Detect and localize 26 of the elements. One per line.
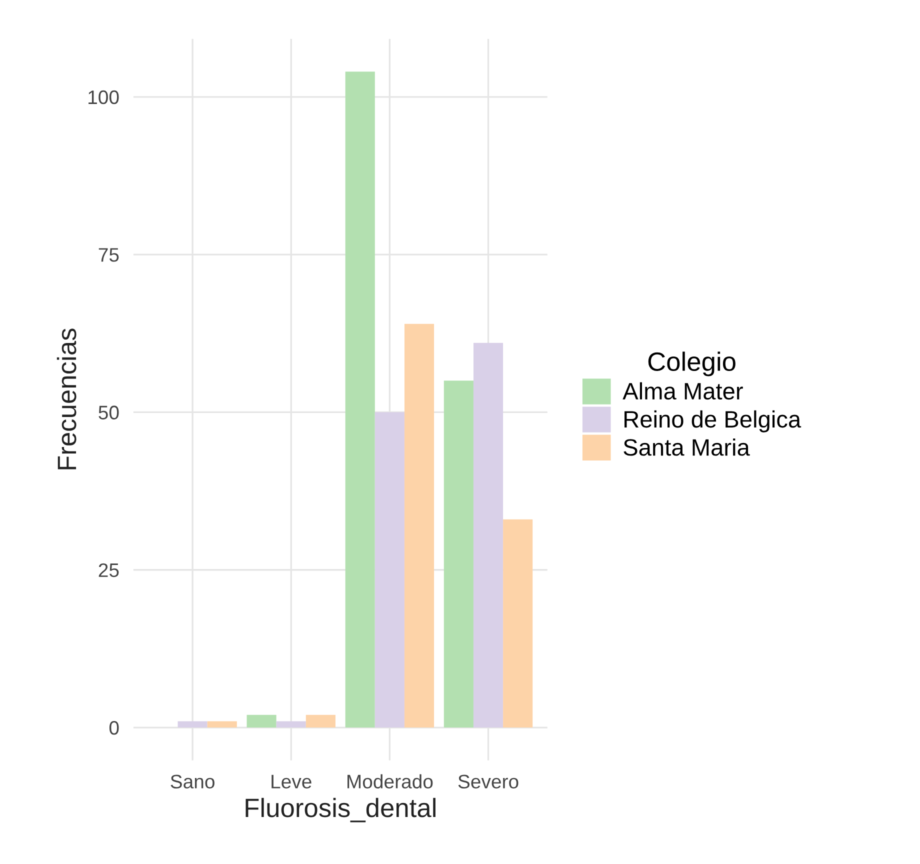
bar — [345, 72, 375, 728]
y-tick-label: 0 — [109, 720, 119, 735]
bar — [404, 324, 434, 728]
legend-label: Santa Maria — [624, 438, 750, 456]
legend-label: Reino de Belgica — [624, 410, 802, 432]
y-tick-label: 25 — [98, 563, 119, 578]
y-tick-label: 75 — [98, 248, 119, 262]
y-axis-title: Frecuencias — [56, 328, 76, 470]
bar — [276, 721, 306, 728]
x-tick-label: Leve — [272, 774, 312, 788]
bar — [374, 412, 404, 728]
bar — [503, 519, 533, 728]
bar — [178, 721, 208, 728]
bar — [306, 714, 336, 728]
y-tick-label: 50 — [98, 406, 119, 420]
bar — [207, 721, 237, 728]
bar — [444, 380, 474, 728]
x-tick-label: Moderado — [348, 774, 433, 788]
x-tick-label: Sano — [170, 774, 214, 788]
bar — [246, 714, 276, 728]
bar — [473, 342, 504, 728]
legend-title: Colegio — [648, 352, 736, 376]
x-tick-label: Severo — [458, 774, 518, 788]
y-tick-label: 100 — [88, 90, 119, 104]
x-axis-title: Fluorosis_dental — [246, 798, 436, 822]
legend-label: Alma Mater — [622, 382, 743, 400]
